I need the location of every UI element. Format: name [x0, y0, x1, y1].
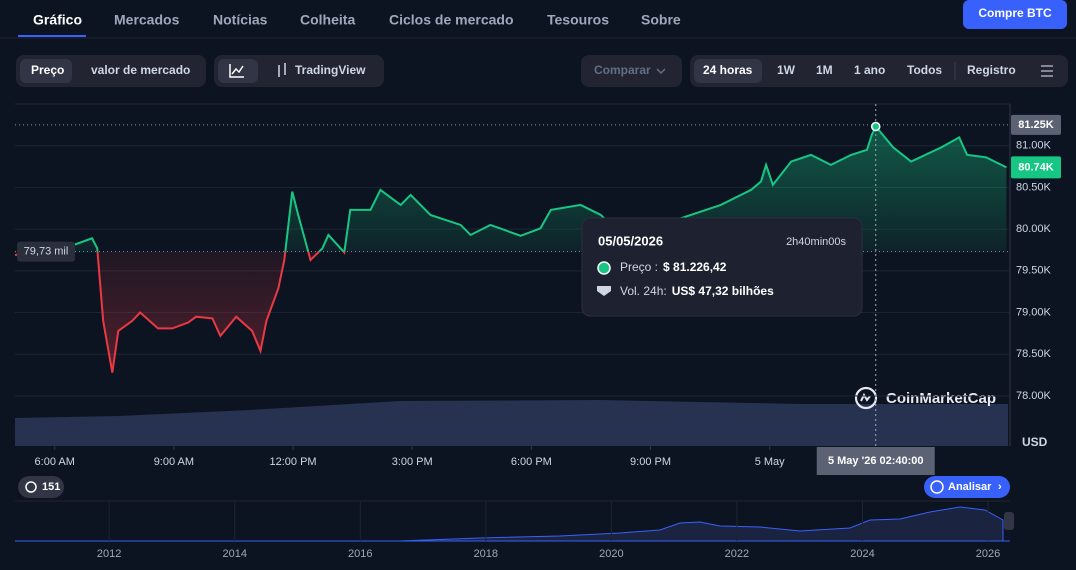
tooltip-dot [597, 261, 611, 275]
high-tag-label: 81.25K [1018, 119, 1054, 131]
tab[interactable]: Sobre [641, 12, 681, 28]
tab[interactable]: Gráfico [33, 12, 82, 28]
tooltip-vol-icon [597, 286, 611, 296]
navigator-handle[interactable] [1004, 512, 1014, 530]
price-line [14, 124, 1007, 373]
x-tick-label: 9:00 AM [154, 456, 194, 468]
tab-underline [18, 35, 86, 37]
watermark: CoinMarketCap [886, 390, 996, 407]
range-group [690, 55, 1068, 87]
y-tick-label: 79.50K [1016, 265, 1052, 277]
hover-point [870, 121, 881, 132]
volume-area [15, 400, 1008, 446]
line-icon [229, 64, 244, 78]
tradingview[interactable]: TradingView [295, 63, 366, 77]
candle-icon [278, 63, 286, 77]
x-tick-label: 5 May [755, 456, 785, 468]
x-tick-label: 3:00 PM [392, 456, 433, 468]
tooltip-volume: Vol. 24h: US$ 47,32 bilhões [620, 284, 774, 298]
range[interactable]: 1M [816, 63, 833, 77]
crosshair-tag [816, 447, 935, 475]
reference-label: 79,73 mil [24, 246, 69, 258]
tab[interactable]: Ciclos de mercado [389, 12, 514, 28]
analyze-label: Analisar [948, 481, 992, 493]
analyze-button[interactable] [924, 476, 1010, 498]
log-toggle[interactable]: Registro [967, 63, 1016, 77]
price-area [15, 126, 1007, 373]
watermark-logo [854, 386, 878, 410]
last-tag-label: 80.74K [1018, 161, 1054, 173]
navigator-tick-label: 2022 [725, 548, 749, 560]
navigator-tick-label: 2016 [348, 548, 372, 560]
y-tick-label: 80.50K [1016, 181, 1052, 193]
currency: USD [1022, 435, 1048, 449]
navigator-tick-label: 2012 [97, 548, 121, 560]
analyze-arrow: › [998, 481, 1002, 493]
navigator-tick-label: 2026 [976, 548, 1000, 560]
tooltip-volume-value: US$ 47,32 bilhões [672, 284, 774, 298]
settings-icon[interactable] [1041, 65, 1053, 77]
y-tick-label: 81.00K [1016, 140, 1052, 152]
mode[interactable]: Preço [31, 63, 64, 77]
tooltip-date: 05/05/2026 [598, 233, 663, 248]
y-tick-label: 78.50K [1016, 348, 1052, 360]
tab[interactable]: Mercados [114, 12, 180, 28]
tooltip-duration: 2h40min00s [786, 236, 846, 248]
chevron [656, 68, 666, 75]
navigator-tick-label: 2024 [850, 548, 874, 560]
last-tag [1011, 156, 1061, 179]
tab[interactable]: Tesouros [547, 12, 609, 28]
buy-button[interactable] [963, 0, 1067, 29]
compare[interactable] [581, 55, 682, 87]
range[interactable]: 24 horas [703, 63, 753, 77]
crosshair-label: 5 May '26 02:40:00 [828, 455, 924, 467]
high-tag [1011, 114, 1061, 135]
mode[interactable]: valor de mercado [91, 63, 190, 77]
x-tick-label: 6:00 PM [511, 456, 552, 468]
x-tick-label: 9:00 PM [630, 456, 671, 468]
tooltip-volume-label: Vol. 24h: [620, 284, 667, 298]
x-tick-label: 6:00 AM [35, 456, 75, 468]
navigator-tick-label: 2014 [222, 548, 246, 560]
range[interactable]: Todos [907, 63, 942, 77]
tooltip-price: Preço : $ 81.226,42 [620, 260, 727, 274]
tooltip: 05/05/2026 2h40min00s Preço : $ 81.226,42 Vo… [581, 217, 863, 317]
y-tick-label: 80.00K [1016, 223, 1052, 235]
tooltip-price-label: Preço : [620, 260, 658, 274]
mode-active [20, 59, 72, 83]
buy-label: Compre BTC [978, 6, 1052, 20]
navigator-tick-label: 2018 [474, 548, 498, 560]
tooltip-price-value: $ 81.226,42 [663, 260, 727, 274]
navigator-tick-label: 2020 [599, 548, 623, 560]
range[interactable]: 1 ano [854, 63, 885, 77]
badge-icon [25, 481, 37, 493]
watermark-logo-mark [860, 392, 871, 402]
tab[interactable]: Colheita [300, 12, 355, 28]
tooltip-box [581, 217, 863, 317]
y-tick-label: 78.00K [1016, 390, 1052, 402]
range[interactable]: 1W [777, 63, 796, 77]
compare-label: Comparar [594, 63, 651, 77]
tab[interactable]: Notícias [213, 12, 268, 28]
analyze-icon [930, 480, 944, 494]
navigator-history [15, 506, 1004, 542]
badge-label: 151 [42, 481, 60, 493]
reference-tag [17, 241, 75, 262]
y-tick-label: 79.00K [1016, 306, 1052, 318]
range-active [694, 59, 762, 83]
x-tick-label: 12:00 PM [269, 456, 316, 468]
